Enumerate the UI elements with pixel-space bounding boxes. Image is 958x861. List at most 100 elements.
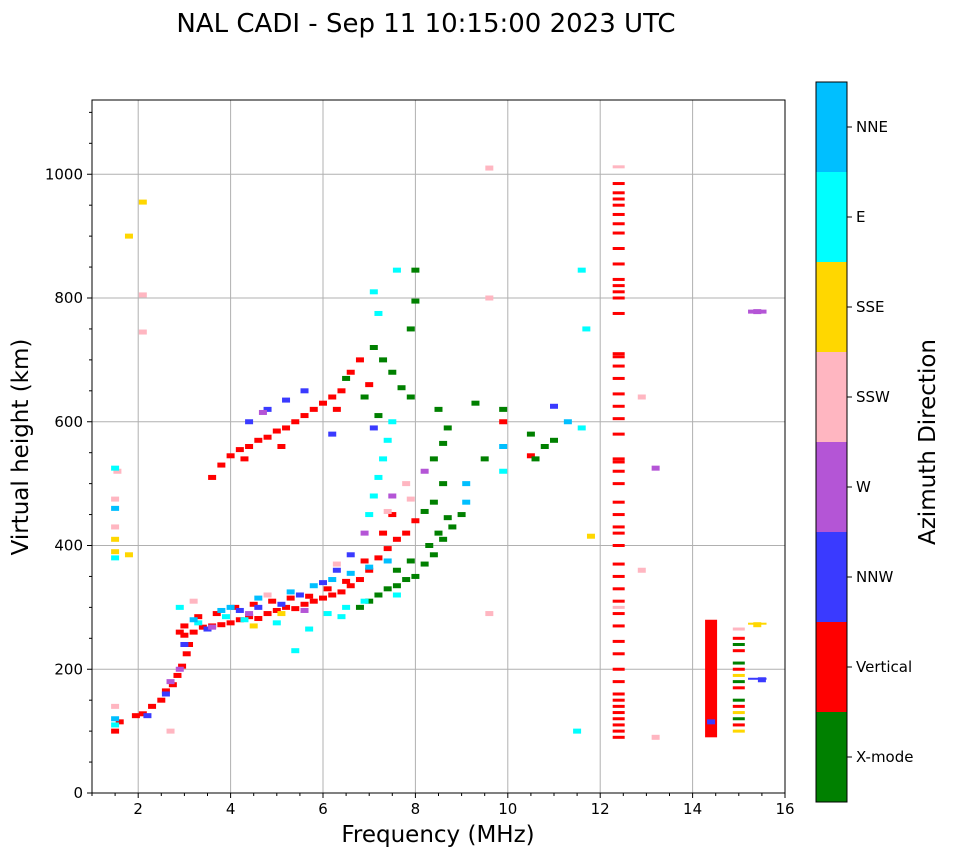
data-point — [319, 580, 327, 586]
data-point — [457, 512, 466, 518]
data-point — [272, 428, 281, 434]
series-nne — [111, 419, 572, 722]
data-point — [173, 672, 182, 678]
data-point — [365, 598, 374, 604]
colorbar-swatch — [816, 622, 847, 712]
colorbar-swatch — [816, 442, 847, 532]
data-point — [707, 719, 716, 725]
data-point — [286, 589, 295, 595]
data-point — [365, 564, 374, 570]
data-point — [612, 182, 625, 186]
colorbar-tick-label: W — [856, 478, 871, 496]
data-point — [612, 203, 625, 207]
data-point — [439, 536, 448, 542]
data-point — [168, 682, 177, 688]
data-point — [612, 704, 625, 708]
data-point — [113, 468, 122, 474]
data-point — [235, 617, 244, 623]
data-point — [379, 456, 388, 462]
data-point — [612, 667, 625, 671]
data-point — [369, 425, 378, 431]
series-vertical — [111, 182, 745, 739]
axes: 2 4 6 8 10 12 14 16 0 200 400 600 800 1000 — [45, 111, 795, 818]
data-point — [332, 561, 341, 567]
data-point — [175, 629, 184, 635]
series-e — [111, 267, 591, 734]
data-point — [111, 722, 120, 728]
data-point — [198, 624, 207, 630]
data-point — [612, 680, 625, 684]
data-point — [406, 558, 415, 564]
data-point — [612, 469, 625, 473]
colorbar-swatch — [816, 352, 847, 442]
data-point — [138, 292, 147, 298]
data-point — [277, 601, 286, 607]
data-point — [355, 357, 364, 363]
data-point — [249, 601, 258, 607]
data-point — [328, 431, 337, 437]
data-point — [124, 233, 133, 239]
data-point — [732, 636, 745, 640]
data-point — [637, 394, 646, 400]
data-point — [732, 711, 745, 715]
data-point — [379, 530, 388, 536]
y-tick-label: 400 — [54, 537, 83, 555]
data-point — [291, 419, 300, 425]
data-point — [365, 567, 374, 573]
data-point — [434, 530, 443, 536]
data-point — [485, 611, 494, 617]
data-point — [346, 369, 355, 375]
data-point — [586, 533, 595, 539]
data-point — [300, 607, 309, 613]
data-point — [499, 468, 508, 474]
data-point — [550, 403, 558, 409]
data-point — [383, 508, 392, 514]
data-point — [612, 277, 625, 281]
data-point — [369, 345, 378, 350]
data-point — [309, 583, 318, 589]
data-point — [612, 587, 625, 591]
data-point — [732, 627, 745, 631]
data-point — [272, 607, 281, 613]
data-point — [439, 481, 448, 487]
data-point — [582, 326, 591, 332]
data-point — [732, 673, 745, 677]
data-point — [732, 723, 745, 727]
data-point — [355, 604, 364, 610]
data-point — [277, 444, 286, 449]
data-point — [319, 595, 327, 601]
data-point — [277, 611, 286, 617]
data-point — [448, 524, 457, 530]
x-axis-label: Frequency (MHz) — [341, 822, 534, 848]
data-point — [337, 388, 346, 394]
data-point — [577, 267, 586, 273]
data-point — [732, 704, 745, 708]
data-point — [563, 419, 572, 425]
data-point — [439, 440, 448, 446]
data-point — [612, 404, 625, 408]
y-tick-label: 600 — [54, 413, 83, 431]
data-point — [323, 586, 332, 592]
data-point — [360, 394, 369, 400]
data-point — [612, 417, 625, 421]
data-point — [111, 716, 120, 722]
colorbar-label: Azimuth Direction — [915, 339, 941, 545]
data-point — [429, 499, 438, 505]
data-point — [732, 667, 745, 671]
data-point — [208, 624, 217, 630]
data-point — [379, 357, 388, 363]
data-point — [337, 614, 346, 620]
data-point — [434, 406, 443, 412]
data-point — [328, 592, 337, 598]
data-point — [138, 199, 147, 205]
data-point — [254, 616, 263, 622]
data-point — [254, 595, 263, 601]
data-point — [263, 406, 272, 412]
colorbar-tick-label: NNE — [856, 118, 888, 136]
data-point — [612, 711, 625, 715]
data-point — [254, 604, 263, 610]
data-point — [420, 508, 429, 514]
data-point — [309, 598, 318, 604]
data-point — [245, 419, 254, 425]
